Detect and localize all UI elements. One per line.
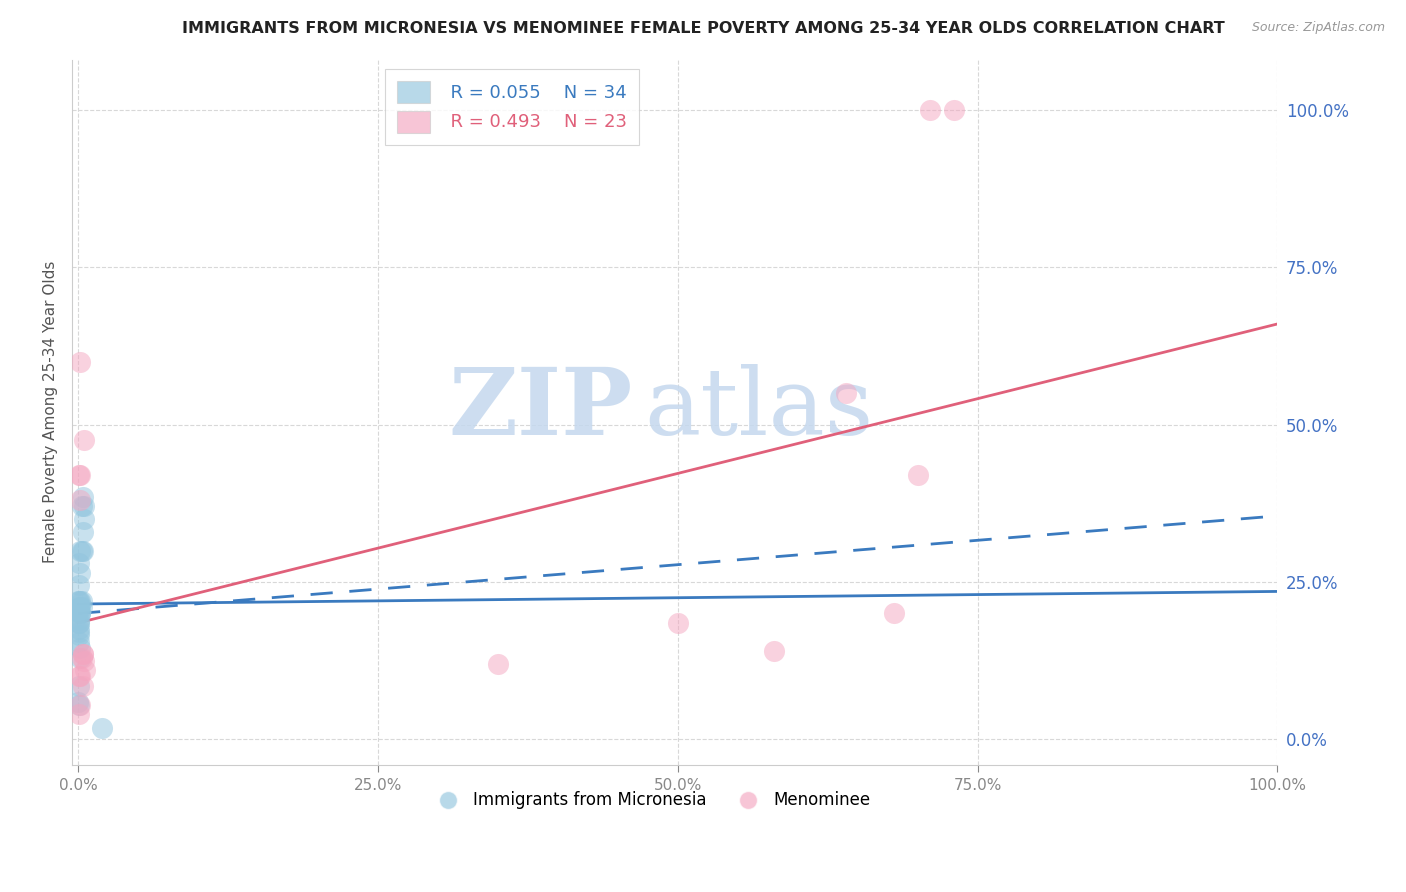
Y-axis label: Female Poverty Among 25-34 Year Olds: Female Poverty Among 25-34 Year Olds <box>44 260 58 563</box>
Point <box>67 600 90 615</box>
Point <box>69 594 91 608</box>
Point <box>69 607 91 621</box>
Point <box>72 524 94 539</box>
Point <box>762 644 785 658</box>
Point <box>69 493 91 508</box>
Point <box>907 468 929 483</box>
Point <box>67 634 90 648</box>
Point <box>67 615 90 630</box>
Point <box>486 657 509 671</box>
Point <box>883 607 905 621</box>
Point <box>69 650 91 665</box>
Point <box>67 628 90 642</box>
Point <box>70 594 93 608</box>
Point <box>69 607 91 621</box>
Point <box>73 512 96 526</box>
Text: atlas: atlas <box>644 364 875 453</box>
Point <box>91 721 114 735</box>
Point <box>70 650 93 665</box>
Point <box>72 648 94 662</box>
Point <box>69 543 91 558</box>
Point <box>69 566 91 580</box>
Point <box>69 468 91 483</box>
Point <box>72 648 94 662</box>
Point <box>72 679 94 693</box>
Point <box>67 625 90 640</box>
Point <box>75 663 97 677</box>
Point <box>73 434 96 448</box>
Point <box>70 543 93 558</box>
Point <box>918 103 941 117</box>
Point <box>67 622 90 636</box>
Point <box>69 669 91 683</box>
Point <box>70 500 93 514</box>
Text: ZIP: ZIP <box>449 364 633 453</box>
Point <box>73 654 96 668</box>
Point <box>666 615 689 630</box>
Point <box>67 556 90 570</box>
Point <box>67 669 90 683</box>
Point <box>67 698 90 712</box>
Text: Source: ZipAtlas.com: Source: ZipAtlas.com <box>1251 21 1385 34</box>
Point <box>73 500 96 514</box>
Point <box>942 103 965 117</box>
Point <box>834 386 856 401</box>
Point <box>67 594 90 608</box>
Point <box>66 594 89 608</box>
Point <box>67 679 90 693</box>
Point <box>69 354 91 368</box>
Point <box>67 468 90 483</box>
Point <box>70 600 93 615</box>
Point <box>67 707 90 722</box>
Legend: Immigrants from Micronesia, Menominee: Immigrants from Micronesia, Menominee <box>425 785 877 816</box>
Point <box>67 613 90 627</box>
Point <box>69 641 91 656</box>
Point <box>69 600 91 615</box>
Point <box>69 698 91 712</box>
Point <box>72 543 94 558</box>
Point <box>67 578 90 592</box>
Point <box>67 615 90 630</box>
Point <box>66 695 89 709</box>
Point <box>69 607 91 621</box>
Text: IMMIGRANTS FROM MICRONESIA VS MENOMINEE FEMALE POVERTY AMONG 25-34 YEAR OLDS COR: IMMIGRANTS FROM MICRONESIA VS MENOMINEE … <box>181 21 1225 36</box>
Point <box>72 490 94 504</box>
